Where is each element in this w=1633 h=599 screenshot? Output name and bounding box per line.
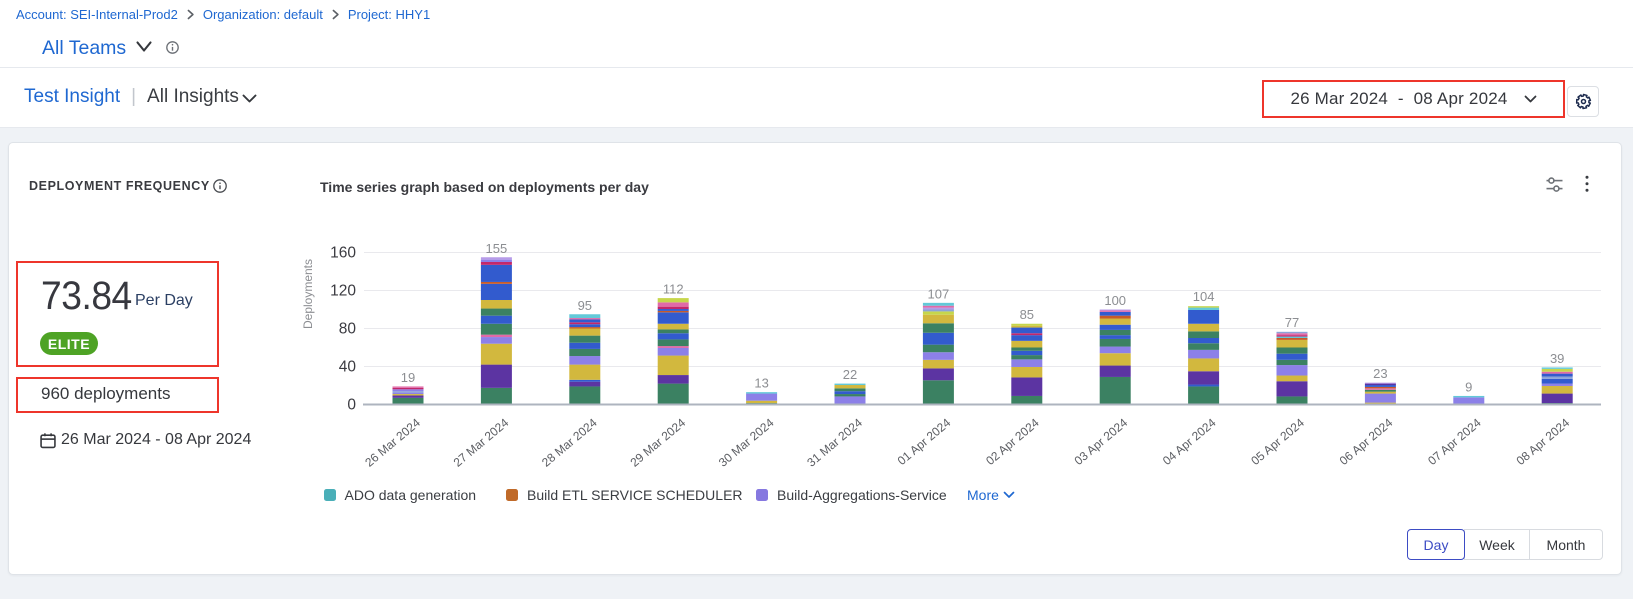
svg-text:Deployments: Deployments [301,259,315,329]
svg-text:05 Apr 2024: 05 Apr 2024 [1248,415,1307,468]
svg-text:22: 22 [843,367,857,382]
svg-text:112: 112 [663,282,684,297]
svg-text:28 Mar 2024: 28 Mar 2024 [539,415,600,469]
svg-text:77: 77 [1285,315,1299,330]
svg-text:0: 0 [347,397,356,414]
svg-text:31 Mar 2024: 31 Mar 2024 [804,415,865,469]
svg-text:95: 95 [578,298,592,313]
svg-text:26 Mar 2024: 26 Mar 2024 [362,415,423,469]
svg-text:02 Apr 2024: 02 Apr 2024 [983,415,1042,468]
svg-text:120: 120 [330,283,356,300]
svg-text:39: 39 [1550,351,1564,366]
svg-text:23: 23 [1373,366,1387,381]
svg-text:04 Apr 2024: 04 Apr 2024 [1160,415,1219,468]
svg-text:155: 155 [486,241,508,256]
svg-text:85: 85 [1020,307,1034,322]
svg-text:107: 107 [928,286,950,301]
svg-text:80: 80 [339,321,357,338]
svg-text:08 Apr 2024: 08 Apr 2024 [1514,415,1573,468]
svg-text:19: 19 [401,370,415,385]
svg-text:40: 40 [339,359,357,376]
svg-text:104: 104 [1193,289,1215,304]
svg-text:9: 9 [1465,379,1472,394]
svg-text:06 Apr 2024: 06 Apr 2024 [1337,415,1396,468]
svg-text:03 Apr 2024: 03 Apr 2024 [1072,415,1131,468]
svg-text:160: 160 [330,245,356,262]
svg-text:13: 13 [754,376,768,391]
svg-text:29 Mar 2024: 29 Mar 2024 [628,415,689,469]
svg-text:07 Apr 2024: 07 Apr 2024 [1425,415,1484,468]
svg-text:100: 100 [1104,293,1126,308]
svg-text:27 Mar 2024: 27 Mar 2024 [451,415,512,469]
svg-text:30 Mar 2024: 30 Mar 2024 [716,415,777,469]
svg-text:01 Apr 2024: 01 Apr 2024 [895,415,954,468]
